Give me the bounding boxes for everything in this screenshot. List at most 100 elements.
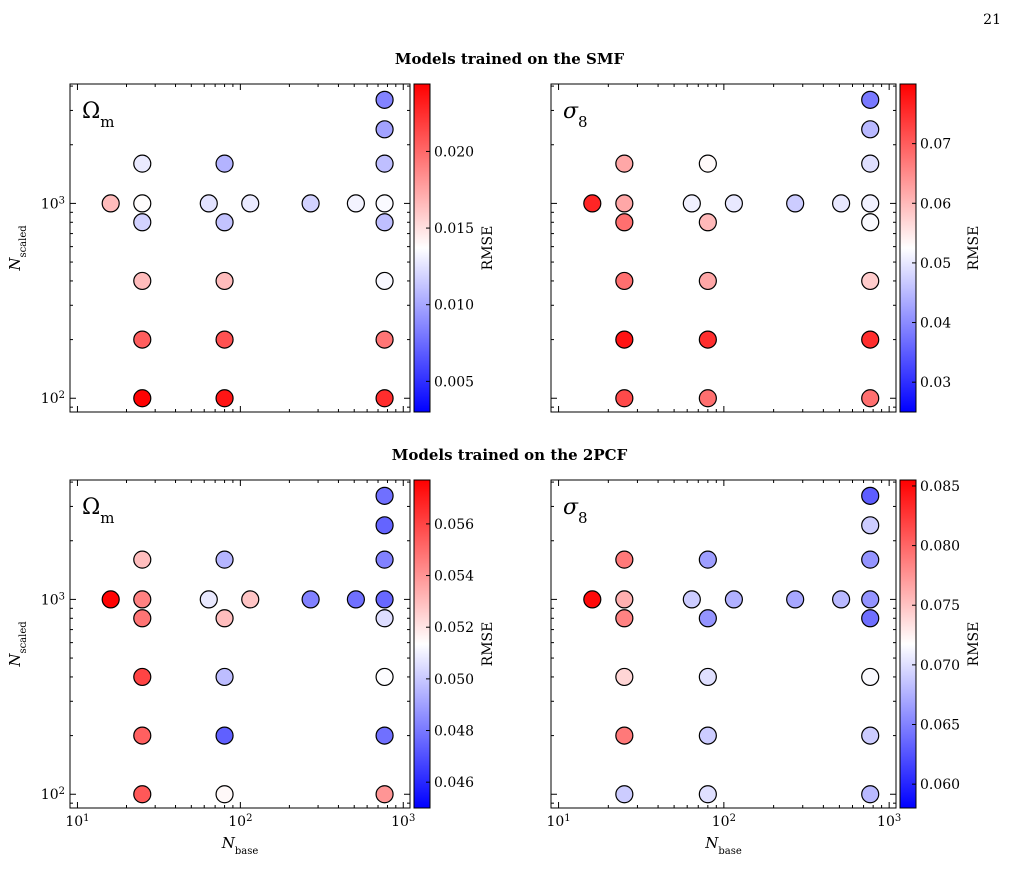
x-tick-label: 101 xyxy=(65,813,89,831)
colorbar-tick-label: 0.070 xyxy=(920,658,960,674)
page-number: 21 xyxy=(983,12,1001,28)
data-point xyxy=(861,389,880,408)
colorbar-tick-label: 0.05 xyxy=(920,256,951,272)
data-point xyxy=(615,609,634,628)
data-point xyxy=(375,516,394,535)
data-point xyxy=(786,194,805,213)
plot-frame xyxy=(69,479,411,809)
colorbar-tick-label: 0.060 xyxy=(920,777,960,793)
data-point xyxy=(861,194,880,213)
colorbar-tick-label: 0.075 xyxy=(920,598,960,614)
data-point xyxy=(215,550,234,569)
data-point xyxy=(615,590,634,609)
x-tick-label: 103 xyxy=(391,813,415,831)
panel-smf-sigma: σ8 0.03 0.04 0.05 0.06 0.07 RMSE xyxy=(550,83,982,413)
colorbar-tick-label: 0.048 xyxy=(434,724,474,740)
y-axis-label: Nscaled xyxy=(6,225,29,272)
data-point xyxy=(375,213,394,232)
colorbar-tick-label: 0.07 xyxy=(920,137,951,153)
data-point xyxy=(133,726,152,745)
data-point xyxy=(724,194,743,213)
data-point xyxy=(133,550,152,569)
data-point xyxy=(698,271,717,291)
data-point xyxy=(832,590,851,609)
data-point xyxy=(375,120,394,139)
parameter-label: Ωm xyxy=(82,99,114,131)
data-point xyxy=(615,154,634,173)
data-point xyxy=(615,194,634,213)
panel-smf-omega: 102 103 Nscaled Ωm 0.005 0.010 0.015 0.020 RMSE xyxy=(6,83,496,413)
data-point xyxy=(375,609,394,628)
data-point xyxy=(133,389,152,408)
data-point xyxy=(698,389,717,408)
colorbar-tick-label: 0.020 xyxy=(434,144,474,160)
data-point xyxy=(375,271,394,291)
data-point xyxy=(301,590,320,609)
colorbar-tick-label: 0.010 xyxy=(434,298,474,314)
data-point xyxy=(375,550,394,569)
colorbar-tick-label: 0.050 xyxy=(434,672,474,688)
plot-frame xyxy=(69,83,411,413)
colorbar-label: RMSE xyxy=(480,622,496,667)
data-point xyxy=(861,213,880,232)
data-point xyxy=(215,667,234,687)
data-point xyxy=(133,271,152,291)
x-tick-label: 102 xyxy=(712,813,736,831)
data-point xyxy=(101,194,120,213)
colorbar-tick-label: 0.085 xyxy=(920,479,960,495)
data-point xyxy=(133,590,152,609)
data-point xyxy=(724,590,743,609)
data-point xyxy=(698,667,717,687)
data-point xyxy=(375,389,394,408)
parameter-label: Ωm xyxy=(82,495,114,527)
row-title-2pcf: Models trained on the 2PCF xyxy=(391,446,628,464)
data-point xyxy=(133,330,152,349)
colorbar-tick-label: 0.054 xyxy=(434,569,474,585)
colorbar-label: RMSE xyxy=(480,226,496,271)
x-tick-label: 101 xyxy=(546,813,570,831)
y-axis-label: Nscaled xyxy=(6,621,29,668)
data-point xyxy=(583,590,602,609)
data-point xyxy=(861,330,880,349)
data-point xyxy=(375,726,394,745)
data-point xyxy=(861,550,880,569)
data-point xyxy=(375,785,394,804)
data-point xyxy=(698,213,717,232)
data-point xyxy=(583,194,602,213)
data-point xyxy=(215,785,234,804)
x-tick-label: 103 xyxy=(877,813,901,831)
data-point xyxy=(215,726,234,745)
data-point xyxy=(215,271,234,291)
x-axis-label: Nbase xyxy=(704,834,742,857)
data-point xyxy=(375,667,394,687)
data-point xyxy=(615,389,634,408)
data-point xyxy=(861,590,880,609)
data-point xyxy=(133,194,152,213)
colorbar-tick-label: 0.065 xyxy=(920,718,960,734)
x-tick-label: 102 xyxy=(228,813,252,831)
data-point xyxy=(615,213,634,232)
data-point xyxy=(615,550,634,569)
plot-frame xyxy=(550,83,897,413)
data-point xyxy=(615,271,634,291)
data-point xyxy=(698,609,717,628)
y-tick-label: 103 xyxy=(41,195,65,213)
colorbar xyxy=(899,479,917,809)
colorbar-tick-label: 0.06 xyxy=(920,196,951,212)
data-point xyxy=(199,194,218,213)
data-point xyxy=(698,726,717,745)
colorbar-label: RMSE xyxy=(966,226,982,271)
data-point xyxy=(346,194,365,213)
data-point xyxy=(133,154,152,173)
data-point xyxy=(375,154,394,173)
colorbar-label: RMSE xyxy=(966,622,982,667)
colorbar xyxy=(413,83,431,413)
x-axis-label: Nbase xyxy=(221,834,259,857)
data-point xyxy=(615,330,634,349)
data-point xyxy=(832,194,851,213)
colorbar-tick-label: 0.015 xyxy=(434,221,474,237)
y-tick-label: 102 xyxy=(41,390,65,408)
colorbar xyxy=(899,83,917,413)
parameter-label: σ8 xyxy=(563,99,588,131)
